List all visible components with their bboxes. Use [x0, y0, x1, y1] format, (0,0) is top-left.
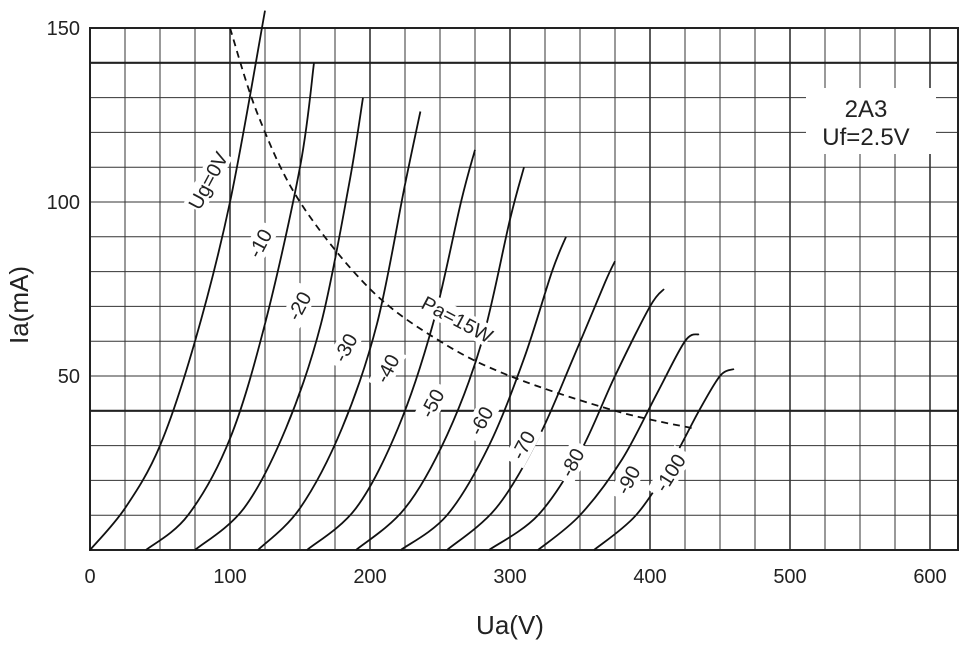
y-tick-label: 50	[58, 366, 80, 388]
curve-label-1-bg	[240, 220, 280, 267]
curve-series-8	[488, 288, 665, 551]
x-tick-label: 500	[773, 566, 806, 588]
curve-label-0-text: Ug=0V	[185, 148, 234, 213]
pa-curve-label-bg	[419, 292, 496, 347]
x-tick-label: 100	[213, 566, 246, 588]
curve-series-4	[306, 149, 476, 551]
x-tick-label: 200	[353, 566, 386, 588]
x-tick-label: 600	[913, 566, 946, 588]
curve-label-8: -80	[552, 439, 592, 486]
curve-label-3: -30	[325, 324, 365, 371]
plot-frame	[89, 27, 959, 551]
curve-series-3	[257, 111, 422, 551]
curve-series-1	[145, 62, 315, 551]
x-tick-label: 400	[633, 566, 666, 588]
curve-label-5: -50	[412, 380, 452, 427]
x-tick-label: 0	[84, 566, 95, 588]
curve-series-6	[400, 236, 567, 551]
y-axis-label: Ia(mA)	[4, 266, 34, 344]
power-dissipation-curve	[229, 27, 693, 430]
curve-series-5	[355, 166, 525, 551]
tube-title: 2A3	[845, 96, 888, 123]
curve-series-10	[593, 368, 735, 551]
y-tick-label: 150	[47, 18, 80, 40]
curve-label-0: Ug=0V	[183, 147, 234, 214]
curve-label-8-bg	[552, 439, 592, 486]
y-tick-label: 100	[47, 192, 80, 214]
curve-label-1: -10	[240, 220, 280, 267]
curve-label-2-bg	[279, 282, 319, 330]
curve-series-9	[537, 333, 700, 551]
curve-series-0	[89, 10, 266, 551]
curve-label-4-bg	[367, 345, 407, 392]
tick-labels: 0 100 200 300 400 500 600 50 100 150	[47, 18, 947, 588]
curve-label-5-bg	[412, 380, 452, 427]
curve-label-9-bg	[608, 456, 648, 504]
curve-label-7-bg	[503, 421, 543, 469]
x-tick-label: 300	[493, 566, 526, 588]
curve-label-3-bg	[325, 324, 365, 371]
curve-label-6: -60	[461, 397, 501, 444]
curve-label-10: -100	[647, 444, 694, 501]
tube-label-box	[806, 88, 936, 154]
curve-label-6-bg	[461, 397, 501, 444]
tube-subtitle: Uf=2.5V	[822, 124, 909, 151]
curve-label-10-bg	[647, 444, 694, 501]
x-axis-label: Ua(V)	[476, 610, 544, 640]
curve-label-4: -40	[367, 345, 407, 392]
curve-label-0-bg	[183, 147, 233, 214]
pa-curve	[229, 27, 693, 430]
curve-series-7	[446, 260, 616, 551]
plate-curves	[89, 10, 735, 551]
curve-series-2	[194, 97, 364, 551]
